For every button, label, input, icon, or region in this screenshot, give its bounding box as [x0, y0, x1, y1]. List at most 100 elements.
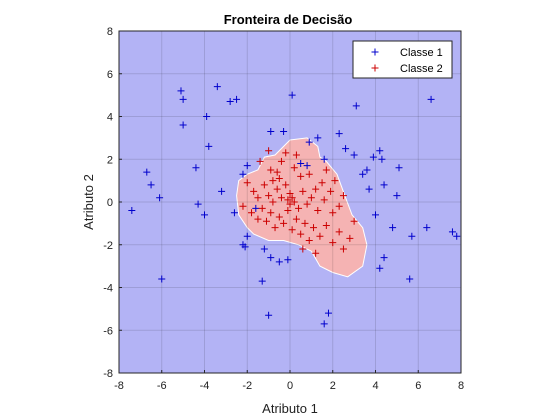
- data-point: [292, 151, 300, 159]
- data-point: [393, 192, 401, 200]
- data-point: [297, 160, 305, 168]
- y-tick-label: -2: [103, 240, 113, 252]
- data-point: [275, 258, 283, 266]
- data-point: [327, 187, 335, 195]
- data-point: [301, 219, 309, 227]
- x-tick-label: -6: [157, 380, 167, 392]
- data-point: [359, 170, 367, 178]
- data-point: [275, 213, 283, 221]
- data-point: [277, 157, 285, 165]
- data-point: [299, 187, 307, 195]
- data-point: [290, 198, 298, 206]
- data-point: [284, 196, 292, 204]
- data-point: [297, 230, 305, 238]
- y-tick-label: -6: [103, 325, 113, 337]
- data-point: [243, 162, 251, 170]
- data-point: [395, 164, 403, 172]
- legend-marker: [371, 64, 379, 72]
- legend-label: Classe 2: [400, 63, 443, 75]
- data-point: [305, 236, 313, 244]
- legend-label: Classe 1: [400, 47, 443, 59]
- x-tick-label: -2: [242, 380, 252, 392]
- data-point: [297, 172, 305, 180]
- data-point: [258, 277, 266, 285]
- data-point: [406, 275, 414, 283]
- data-point: [320, 196, 328, 204]
- series-1: [128, 83, 461, 328]
- legend-box: [352, 40, 453, 79]
- data-point: [339, 192, 347, 200]
- data-point: [350, 217, 358, 225]
- data-point: [339, 245, 347, 253]
- data-point: [453, 232, 461, 240]
- data-point: [305, 138, 313, 146]
- data-point: [280, 127, 288, 135]
- data-point: [243, 179, 251, 187]
- data-point: [243, 232, 251, 240]
- series-2: [239, 147, 358, 257]
- y-axis-label: Atributo 2: [81, 174, 96, 230]
- data-point: [314, 134, 322, 142]
- y-tick-label: -4: [103, 283, 113, 295]
- data-point: [335, 130, 343, 138]
- x-axis-label: Atributo 1: [262, 401, 318, 416]
- data-point: [316, 232, 324, 240]
- data-point: [128, 207, 136, 215]
- data-point: [408, 232, 416, 240]
- data-point: [378, 155, 386, 163]
- data-point: [363, 166, 371, 174]
- data-point: [292, 215, 300, 223]
- data-point: [329, 209, 337, 217]
- data-point: [312, 249, 320, 257]
- data-point: [254, 194, 262, 202]
- data-point: [318, 179, 326, 187]
- data-point: [335, 228, 343, 236]
- data-point: [286, 200, 294, 208]
- data-point: [271, 224, 279, 232]
- data-point: [269, 177, 277, 185]
- data-point: [273, 185, 281, 193]
- data-point: [286, 189, 294, 197]
- data-point: [277, 194, 285, 202]
- y-tick-label: 6: [107, 69, 113, 81]
- data-point: [282, 149, 290, 157]
- data-point: [260, 181, 268, 189]
- data-point: [267, 254, 275, 262]
- data-point: [265, 192, 273, 200]
- chart-title: Fronteira de Decisão: [224, 12, 353, 27]
- data-point: [389, 224, 397, 232]
- data-point: [299, 245, 307, 253]
- data-point: [252, 204, 260, 212]
- data-point: [250, 187, 258, 195]
- data-point: [275, 174, 283, 182]
- data-point: [179, 121, 187, 129]
- data-point: [322, 166, 330, 174]
- data-point: [147, 181, 155, 189]
- data-point: [380, 181, 388, 189]
- data-point: [376, 147, 384, 155]
- data-point: [320, 320, 328, 328]
- data-point: [295, 204, 303, 212]
- legend: Classe 1 Classe 2: [352, 40, 453, 79]
- data-point: [284, 256, 292, 264]
- data-point: [205, 142, 213, 150]
- x-tick-label: -4: [200, 380, 210, 392]
- data-point: [143, 168, 151, 176]
- data-point: [288, 194, 296, 202]
- legend-marker: [371, 48, 379, 56]
- data-point: [312, 185, 320, 193]
- data-point: [267, 166, 275, 174]
- data-point: [350, 151, 358, 159]
- data-point: [352, 102, 360, 110]
- data-point: [307, 194, 315, 202]
- data-point: [329, 239, 337, 247]
- data-point: [305, 170, 313, 178]
- data-point: [310, 224, 318, 232]
- data-point: [156, 194, 164, 202]
- data-point: [192, 164, 200, 172]
- y-tick-label: 0: [107, 197, 113, 209]
- data-point: [230, 209, 238, 217]
- data-point: [273, 168, 281, 176]
- data-point: [265, 311, 273, 319]
- y-axis-ticks: -8 -6 -4 -2 0 2 4 6 8: [103, 26, 122, 380]
